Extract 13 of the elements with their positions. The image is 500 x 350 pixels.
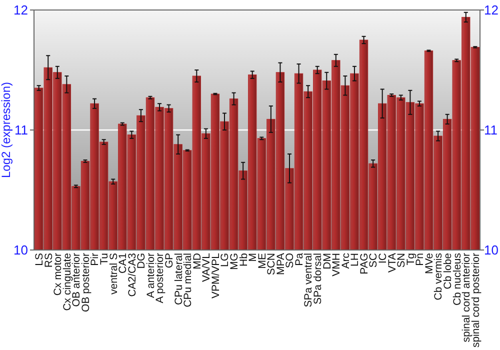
y-tick-label: 12 bbox=[14, 2, 28, 18]
y-axis-title: Log2 (expression) bbox=[0, 82, 13, 178]
y-tick-label: 10 bbox=[14, 242, 28, 258]
y2-tick-label: 12 bbox=[484, 2, 498, 18]
y2-tick-label: 10 bbox=[484, 242, 498, 258]
y-tick-label: 11 bbox=[14, 122, 28, 138]
x-tick-label: Cb lobe bbox=[442, 252, 454, 290]
y2-tick-label: 11 bbox=[484, 122, 498, 138]
x-tick-label: SC bbox=[368, 252, 380, 268]
x-tick-label: Hb bbox=[238, 252, 250, 266]
x-tick-label: ventral S bbox=[108, 253, 120, 294]
x-tick-label: Cb nucleus bbox=[451, 253, 464, 306]
x-tick-label: Cx cingulate bbox=[61, 252, 74, 311]
